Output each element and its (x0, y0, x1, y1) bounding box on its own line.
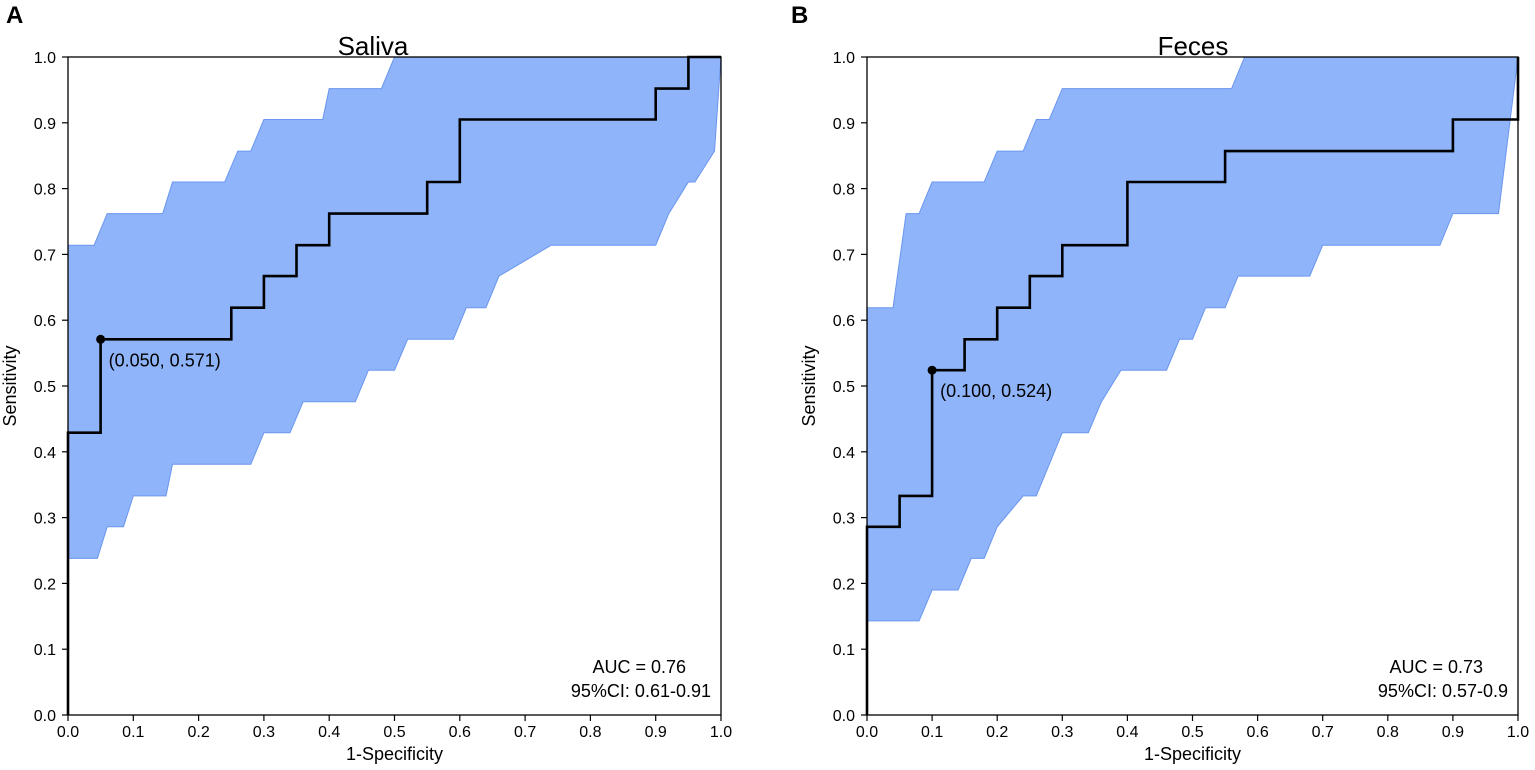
x-axis-label-feces: 1-Specificity (1144, 744, 1241, 764)
ci-text-saliva: 95%CI: 0.61-0.91 (571, 681, 711, 701)
x-tick-label-saliva: 0.2 (187, 724, 209, 741)
y-tick-label-saliva: 0.5 (34, 379, 56, 396)
x-tick-label-feces: 1.0 (1507, 724, 1529, 741)
panel-letter-a: A (6, 2, 23, 29)
ci-band-saliva (67, 56, 722, 559)
optimal-point-label-saliva: (0.050, 0.571) (109, 350, 221, 370)
x-tick-label-saliva: 0.4 (318, 724, 340, 741)
x-tick-label-feces: 0.3 (1051, 724, 1073, 741)
x-tick-label-feces: 0.2 (986, 724, 1008, 741)
x-tick-label-saliva: 1.0 (710, 724, 732, 741)
y-tick-label-feces: 0.3 (833, 511, 855, 528)
x-axis-saliva: 0.0 0.1 0.2 0.3 0.4 0.5 0.6 0.7 0.8 0.9 1.0 (57, 715, 732, 741)
x-tick-label-saliva: 0.5 (383, 724, 405, 741)
y-tick-label-saliva: 0.1 (34, 642, 56, 659)
y-tick-label-feces: 0.0 (833, 708, 855, 725)
x-tick-label-feces: 0.4 (1116, 724, 1138, 741)
x-axis-feces: 0.0 0.1 0.2 0.3 0.4 0.5 0.6 0.7 0.8 0.9 1.0 (856, 715, 1529, 741)
x-tick-label-saliva: 0.6 (449, 724, 471, 741)
y-tick-label-feces: 0.1 (833, 642, 855, 659)
y-tick-label-saliva: 1.0 (34, 50, 56, 67)
x-tick-label-feces: 0.5 (1181, 724, 1203, 741)
x-tick-label-feces: 0.1 (921, 724, 943, 741)
y-axis-label-feces: Sensitivity (799, 345, 819, 426)
y-tick-label-saliva: 0.3 (34, 511, 56, 528)
x-tick-label-feces: 0.7 (1312, 724, 1334, 741)
y-tick-label-saliva: 0.2 (34, 576, 56, 593)
ci-band-feces (866, 56, 1519, 622)
y-tick-label-saliva: 0.0 (34, 708, 56, 725)
y-tick-label-feces: 1.0 (833, 50, 855, 67)
x-tick-label-feces: 0.6 (1246, 724, 1268, 741)
y-tick-label-feces: 0.2 (833, 576, 855, 593)
auc-text-feces: AUC = 0.73 (1389, 657, 1483, 677)
roc-curve-saliva (66, 55, 721, 715)
optimal-point-feces (927, 365, 937, 375)
y-tick-label-feces: 0.4 (833, 445, 855, 462)
chart-title-feces: Feces (1158, 31, 1229, 61)
y-axis-saliva: 0.0 0.1 0.2 0.3 0.4 0.5 0.6 0.7 0.8 0.9 1.0 (34, 50, 68, 725)
x-tick-label-saliva: 0.3 (253, 724, 275, 741)
x-tick-label-feces: 0.8 (1377, 724, 1399, 741)
chart-title-saliva: Saliva (338, 31, 409, 61)
y-tick-label-feces: 0.6 (833, 313, 855, 330)
panel-feces: B Feces 0.0 0.1 0.2 0.3 0.4 0.5 0.6 0.7 0.8 0.9 1.… (791, 2, 1529, 764)
panel-letter-b: B (791, 2, 808, 29)
auc-text-saliva: AUC = 0.76 (592, 657, 686, 677)
x-tick-label-feces: 0.0 (856, 724, 878, 741)
y-tick-label-saliva: 0.9 (34, 116, 56, 133)
optimal-point-label-feces: (0.100, 0.524) (940, 381, 1052, 401)
ci-text-feces: 95%CI: 0.57-0.9 (1378, 681, 1508, 701)
x-tick-label-saliva: 0.9 (645, 724, 667, 741)
y-tick-label-saliva: 0.6 (34, 313, 56, 330)
optimal-point-saliva (96, 334, 106, 344)
x-tick-label-saliva: 0.1 (122, 724, 144, 741)
y-tick-label-feces: 0.7 (833, 247, 855, 264)
roc-curve-feces (865, 57, 1520, 715)
y-tick-label-saliva: 0.8 (34, 182, 56, 199)
x-tick-label-feces: 0.9 (1442, 724, 1464, 741)
y-tick-label-feces: 0.8 (833, 182, 855, 199)
y-tick-label-saliva: 0.4 (34, 445, 56, 462)
x-tick-label-saliva: 0.7 (514, 724, 536, 741)
y-axis-label-saliva: Sensitivity (0, 345, 20, 426)
x-tick-label-saliva: 0.0 (57, 724, 79, 741)
panel-saliva: A Saliva 0.0 0.1 0.2 0.3 0.4 0.5 0.6 0.7 0.8 0.9 1… (0, 2, 732, 764)
y-tick-label-feces: 0.9 (833, 116, 855, 133)
y-tick-label-feces: 0.5 (833, 379, 855, 396)
x-tick-label-saliva: 0.8 (579, 724, 601, 741)
y-axis-feces: 0.0 0.1 0.2 0.3 0.4 0.5 0.6 0.7 0.8 0.9 1.0 (833, 50, 867, 725)
x-axis-label-saliva: 1-Specificity (346, 744, 443, 764)
y-tick-label-saliva: 0.7 (34, 247, 56, 264)
